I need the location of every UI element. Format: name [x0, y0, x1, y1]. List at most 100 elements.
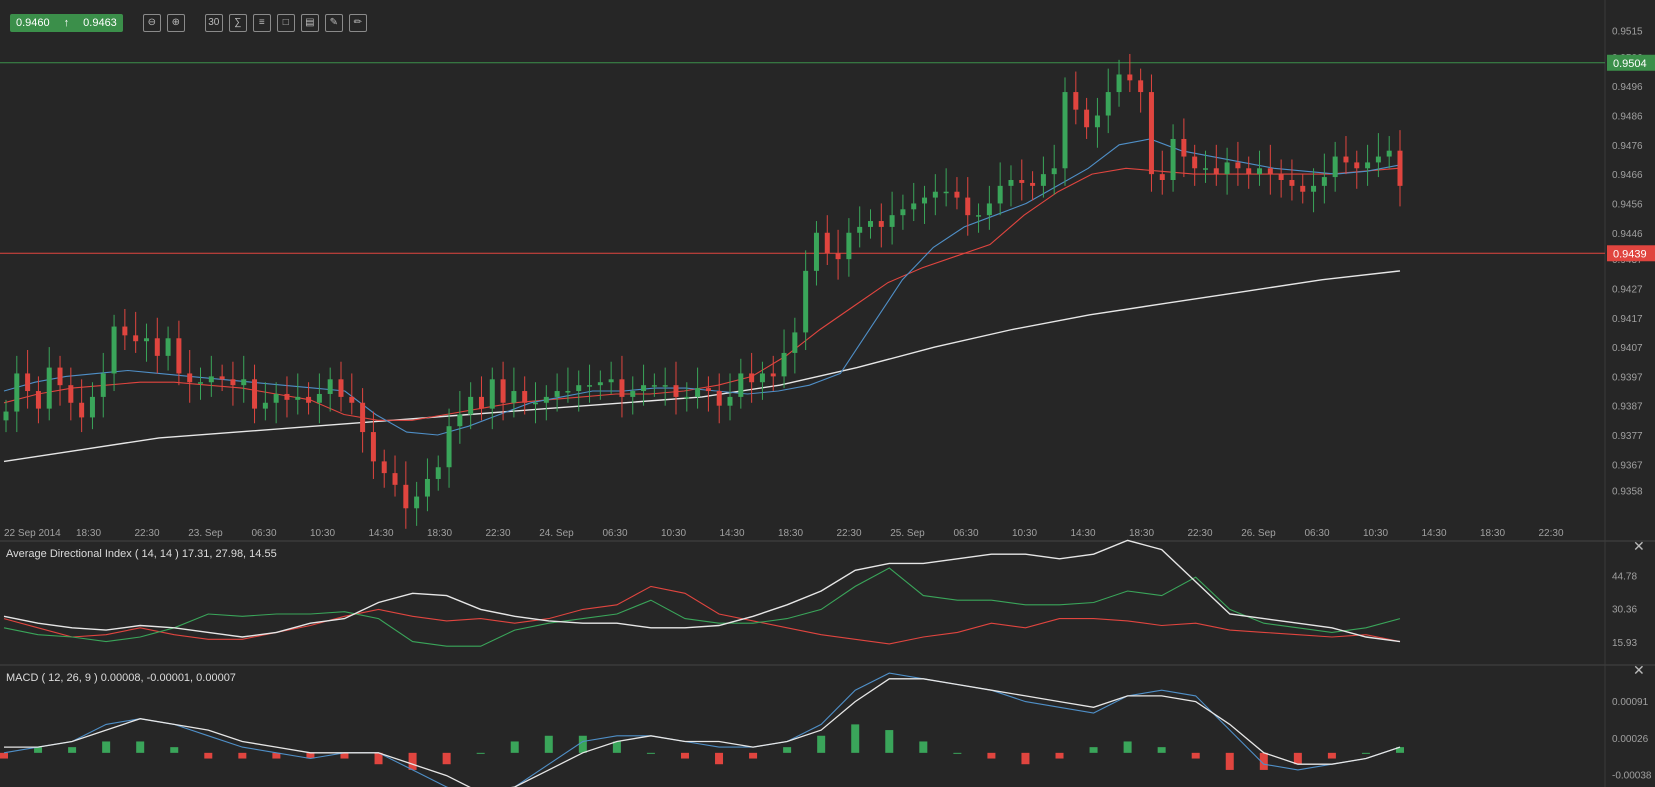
candle-body — [619, 379, 625, 397]
time-tick-label: 18:30 — [76, 528, 101, 539]
macd-signal-line — [4, 678, 1401, 787]
candle-body — [165, 338, 171, 356]
candle-body — [543, 396, 549, 403]
macd-histogram-bar — [340, 752, 349, 759]
macd-histogram-bar — [374, 752, 383, 765]
candle-body — [1019, 180, 1025, 183]
candle-body — [716, 391, 722, 406]
candle-body — [306, 396, 312, 403]
candle-body — [857, 226, 863, 233]
candle-body — [738, 373, 744, 397]
candle-body — [338, 379, 344, 397]
candle-body — [57, 367, 63, 386]
adx-series-line — [3, 567, 1401, 647]
close-adx-icon[interactable]: ✕ — [1633, 538, 1645, 554]
candle-body — [219, 376, 225, 380]
candle-body — [1354, 162, 1360, 169]
candle-body — [478, 396, 484, 409]
candle-body — [68, 385, 74, 403]
candle-body — [932, 191, 938, 198]
candle-body — [370, 432, 376, 462]
candle-body — [727, 396, 733, 406]
template-icon[interactable]: ▤ — [300, 14, 319, 32]
macd-histogram-bar — [851, 724, 860, 753]
macd-histogram-bar — [1123, 741, 1132, 753]
candle-body — [403, 484, 409, 509]
macd-tick-label: -0.00038 — [1612, 770, 1652, 781]
macd-histogram-bar — [34, 747, 43, 753]
candle-body — [1213, 168, 1219, 175]
candle-body — [554, 391, 560, 397]
candle-body — [662, 385, 668, 387]
macd-histogram-bar — [204, 752, 213, 759]
candle-body — [684, 396, 690, 399]
candle-body — [198, 382, 204, 384]
candle-body — [759, 373, 765, 383]
candle-body — [89, 396, 95, 418]
candle-body — [1062, 92, 1068, 169]
candle-body — [176, 338, 182, 374]
candle-body — [976, 215, 982, 217]
candle-body — [1073, 92, 1079, 110]
candle-body — [1105, 92, 1111, 116]
candle-body — [1181, 138, 1187, 157]
macd-histogram-bar — [885, 730, 894, 753]
candle-body — [770, 373, 776, 377]
indicators-icon[interactable]: ∑ — [228, 14, 247, 32]
candle-body — [673, 385, 679, 397]
macd-tick-label: 0.00026 — [1612, 734, 1649, 745]
candle-body — [1235, 162, 1241, 169]
time-tick-label: 18:30 — [1129, 528, 1154, 539]
candle-body — [867, 221, 873, 227]
candle-body — [533, 402, 539, 405]
candle-body — [1289, 180, 1295, 186]
candle-body — [327, 379, 333, 394]
candle-body — [1343, 156, 1349, 163]
price-tick-label: 0.9358 — [1612, 487, 1643, 498]
candle-body — [943, 191, 949, 194]
draw-icon[interactable]: ✎ — [324, 14, 343, 32]
candle-body — [1386, 150, 1392, 157]
zoom-in-icon[interactable]: ⊕ — [166, 14, 185, 32]
candle-body — [1257, 168, 1263, 175]
timeframe-icon[interactable]: 30 — [204, 14, 223, 32]
candle-body — [295, 396, 301, 400]
zoom-out-icon[interactable]: ⊖ — [142, 14, 161, 32]
macd-histogram-bar — [102, 741, 111, 753]
time-tick-label: 14:30 — [368, 528, 393, 539]
candle-body — [122, 326, 128, 336]
time-tick-label: 22 Sep 2014 — [4, 528, 61, 539]
candle-body — [414, 496, 420, 509]
candle-body — [911, 203, 917, 210]
chart-type-icon[interactable]: □ — [276, 14, 295, 32]
close-macd-icon[interactable]: ✕ — [1633, 662, 1645, 678]
macd-histogram-bar — [953, 752, 962, 754]
macd-histogram-bar — [817, 735, 826, 753]
candle-body — [316, 393, 322, 403]
price-tick-label: 0.9515 — [1612, 27, 1643, 38]
candle-body — [641, 385, 647, 392]
candle-body — [608, 379, 614, 383]
settings-icon[interactable]: ≡ — [252, 14, 271, 32]
quote-box[interactable]: 0.9460 ↑ 0.9463 — [10, 14, 123, 32]
candle-body — [900, 209, 906, 216]
candle-body — [468, 396, 474, 415]
macd-histogram-bar — [1157, 747, 1166, 753]
candle-body — [749, 373, 755, 383]
candle-body — [1116, 74, 1122, 93]
candle-body — [381, 461, 387, 474]
adx-title: Average Directional Index ( 14, 14 ) 17.… — [6, 548, 277, 560]
macd-histogram-bar — [987, 752, 996, 759]
ema-blue-line — [3, 138, 1399, 436]
macd-histogram-bar — [136, 741, 145, 753]
candle-body — [1192, 156, 1198, 169]
edit-icon[interactable]: ✏ — [348, 14, 367, 32]
price-tick-label: 0.9466 — [1612, 170, 1643, 181]
macd-histogram-bar — [1021, 752, 1030, 765]
time-tick-label: 18:30 — [427, 528, 452, 539]
macd-histogram-bar — [0, 752, 8, 759]
macd-histogram-bar — [1191, 752, 1200, 759]
price-tick-label: 0.9496 — [1612, 82, 1643, 93]
candle-body — [1138, 80, 1144, 93]
